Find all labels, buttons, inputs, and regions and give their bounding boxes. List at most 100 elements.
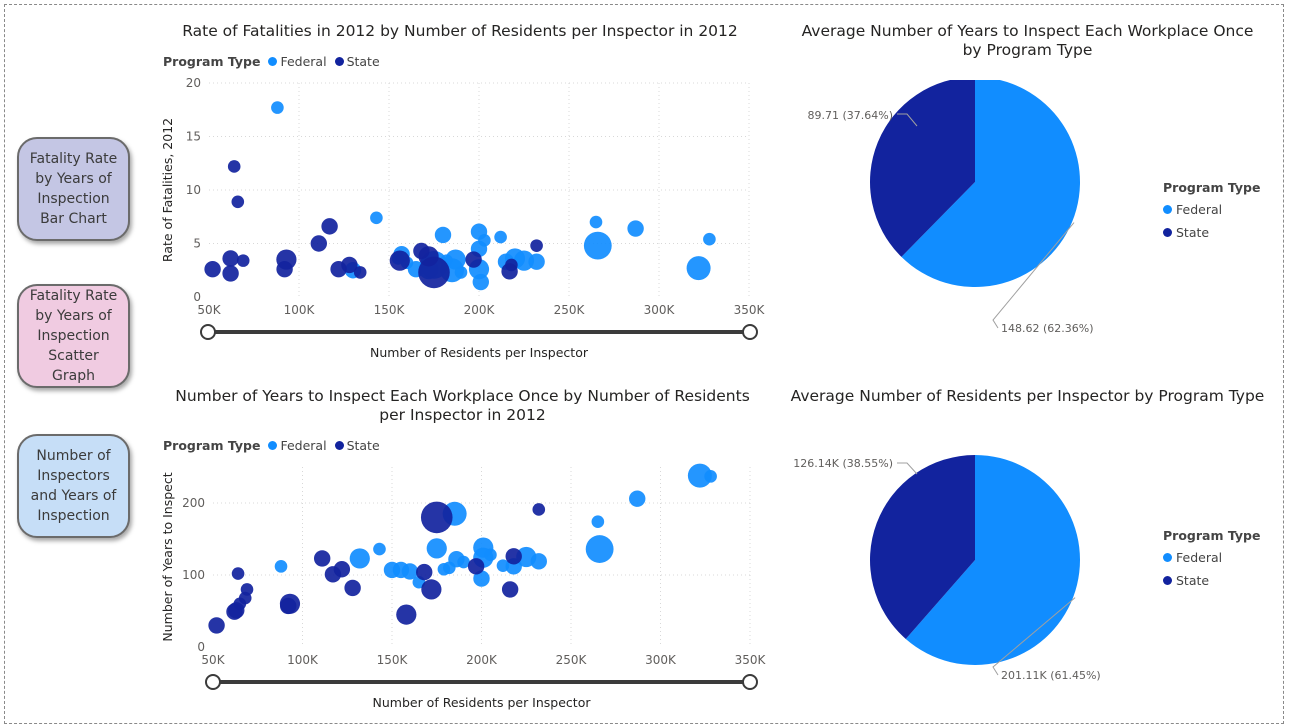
pie-slice-federal[interactable] xyxy=(905,455,1080,665)
data-point-federal[interactable] xyxy=(528,253,545,270)
data-point-federal[interactable] xyxy=(686,256,711,281)
data-point-federal[interactable] xyxy=(445,249,466,270)
range-slider-max-handle[interactable] xyxy=(742,324,758,340)
data-point-federal[interactable] xyxy=(585,535,614,563)
inspectors-nav-label: Number of Inspectors and Years of Inspec… xyxy=(30,448,117,524)
range-slider-max-handle[interactable] xyxy=(742,674,758,690)
y-tick-label: 200 xyxy=(182,496,205,510)
data-point-state[interactable] xyxy=(222,265,239,282)
data-point-federal[interactable] xyxy=(703,232,716,246)
data-point-state[interactable] xyxy=(530,239,543,252)
data-point-federal[interactable] xyxy=(434,226,452,244)
x-tick-label: 100K xyxy=(284,303,316,317)
data-point-state[interactable] xyxy=(344,579,361,597)
fatality-scatter-chart[interactable]: 0 5 10 15 20 50K 100K 150K 200K 250K 300K 350K Rate … xyxy=(150,72,770,367)
pie2-legend-state[interactable]: State xyxy=(1163,573,1260,588)
data-point-state[interactable] xyxy=(227,160,241,173)
data-point-state[interactable] xyxy=(208,617,225,634)
pie-slice-federal[interactable] xyxy=(901,80,1080,287)
data-point-state[interactable] xyxy=(420,501,453,534)
data-point-state[interactable] xyxy=(236,254,250,267)
pie1-legend-state[interactable]: State xyxy=(1163,225,1260,240)
chart1-legend-state-dot xyxy=(334,57,344,66)
data-point-federal[interactable] xyxy=(494,230,507,244)
data-point-federal[interactable] xyxy=(401,563,419,580)
data-point-state[interactable] xyxy=(505,548,522,565)
data-point-federal[interactable] xyxy=(373,542,386,556)
data-point-federal[interactable] xyxy=(274,560,288,573)
data-point-state[interactable] xyxy=(321,218,338,235)
data-point-state[interactable] xyxy=(333,561,351,578)
chart1-title: Rate of Fatalities in 2012 by Number of … xyxy=(182,22,738,40)
chart2-legend-federal[interactable]: Federal xyxy=(268,438,327,453)
data-point-federal[interactable] xyxy=(271,101,284,114)
y-tick-label: 0 xyxy=(193,290,201,304)
data-point-federal[interactable] xyxy=(513,250,535,271)
x-tick-label: 300K xyxy=(644,303,676,317)
chart1-legend-federal-dot xyxy=(268,57,278,66)
data-point-federal[interactable] xyxy=(473,570,490,587)
bar-chart-nav-label: Fatality Rate by Years of Inspection Bar… xyxy=(29,151,118,227)
data-point-state[interactable] xyxy=(416,563,433,581)
chart2-legend-federal-dot xyxy=(268,441,278,450)
data-point-federal[interactable] xyxy=(591,515,605,529)
data-point-federal[interactable] xyxy=(704,470,717,483)
data-point-federal[interactable] xyxy=(583,231,612,260)
data-point-federal[interactable] xyxy=(484,548,497,562)
chart2-legend-state[interactable]: State xyxy=(334,438,380,453)
x-axis-label: Number of Residents per Inspector xyxy=(373,695,592,710)
data-point-state[interactable] xyxy=(279,593,301,614)
data-point-federal[interactable] xyxy=(478,233,491,247)
data-point-federal[interactable] xyxy=(349,548,370,569)
pie2-legend: Program Type Federal State xyxy=(1163,528,1260,596)
data-point-federal[interactable] xyxy=(457,555,470,569)
scatter-graph-nav-button[interactable]: Fatality Rate by Years of Inspection Sca… xyxy=(17,284,130,388)
data-point-federal[interactable] xyxy=(454,266,468,279)
data-point-federal[interactable] xyxy=(426,538,447,559)
data-point-federal[interactable] xyxy=(627,220,644,237)
pie-slice-state[interactable] xyxy=(870,80,975,257)
data-point-state[interactable] xyxy=(231,195,245,209)
inspectors-nav-button[interactable]: Number of Inspectors and Years of Inspec… xyxy=(17,434,130,538)
pie2-legend-federal[interactable]: Federal xyxy=(1163,550,1260,565)
data-point-state[interactable] xyxy=(276,249,297,270)
data-point-federal[interactable] xyxy=(687,463,712,488)
data-point-state[interactable] xyxy=(240,583,254,596)
residents-pie-chart[interactable]: 201.11K (61.45%) 126.14K (38.55%) xyxy=(790,430,1140,700)
data-point-state[interactable] xyxy=(396,604,417,625)
range-slider-min-handle[interactable] xyxy=(205,674,221,690)
data-point-state[interactable] xyxy=(421,579,442,600)
pie2-legend-state-dot xyxy=(1163,576,1172,585)
years-pie-chart[interactable]: 148.62 (62.36%) 89.71 (37.64%) xyxy=(790,80,1140,360)
data-point-state[interactable] xyxy=(505,258,518,272)
data-point-state[interactable] xyxy=(231,567,245,580)
pie1-legend-federal[interactable]: Federal xyxy=(1163,202,1260,217)
pie-data-label: 126.14K (38.55%) xyxy=(793,457,893,470)
data-point-federal[interactable] xyxy=(629,490,646,507)
pie1-legend-federal-dot xyxy=(1163,205,1172,214)
bar-chart-nav-button[interactable]: Fatality Rate by Years of Inspection Bar… xyxy=(17,137,130,241)
data-point-state[interactable] xyxy=(204,260,221,278)
chart1-legend-federal[interactable]: Federal xyxy=(268,54,327,69)
years-scatter-chart[interactable]: 0 100 200 50K 100K 150K 200K 250K 300K 350K Number… xyxy=(150,455,775,720)
data-point-state[interactable] xyxy=(501,581,519,598)
data-point-federal[interactable] xyxy=(589,215,603,229)
data-point-state[interactable] xyxy=(310,235,327,252)
data-point-state[interactable] xyxy=(389,250,410,271)
data-point-state[interactable] xyxy=(467,558,485,575)
chart1-legend-state[interactable]: State xyxy=(334,54,380,69)
y-tick-label: 0 xyxy=(197,640,205,654)
data-point-federal[interactable] xyxy=(370,211,383,225)
data-point-state[interactable] xyxy=(222,250,239,267)
pie-slice-state[interactable] xyxy=(870,455,975,639)
data-point-state[interactable] xyxy=(341,256,358,274)
data-point-state[interactable] xyxy=(532,503,546,516)
range-slider-min-handle[interactable] xyxy=(200,324,216,340)
data-point-federal[interactable] xyxy=(472,273,489,291)
data-point-state[interactable] xyxy=(313,550,331,567)
data-point-state[interactable] xyxy=(353,266,367,279)
data-point-state[interactable] xyxy=(418,256,450,289)
data-point-state[interactable] xyxy=(465,251,482,268)
pie-leader-line xyxy=(897,113,918,127)
data-point-federal[interactable] xyxy=(530,553,547,570)
